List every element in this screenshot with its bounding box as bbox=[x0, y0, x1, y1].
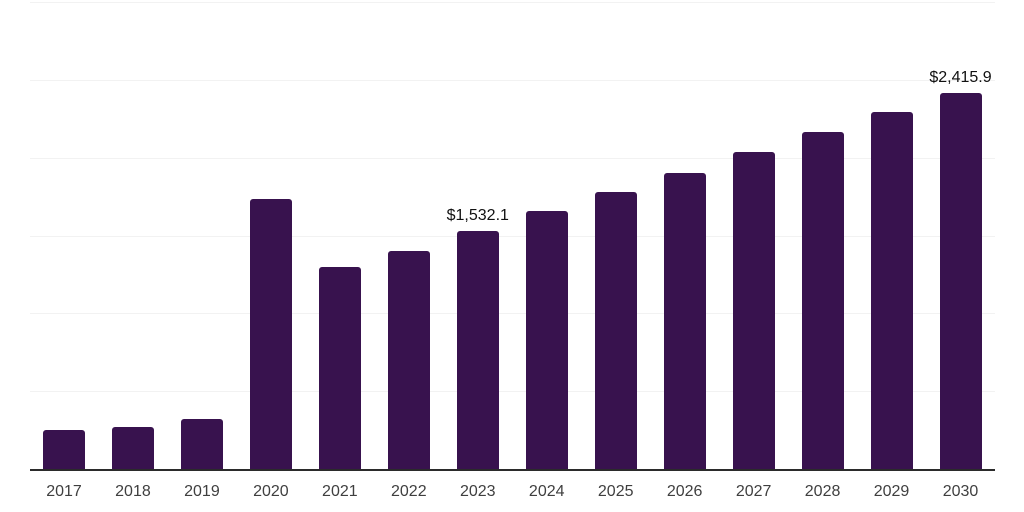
bar-value-label-2030: $2,415.9 bbox=[929, 68, 992, 86]
x-tick-label-2030: 2030 bbox=[942, 483, 979, 500]
x-tick-label-2021: 2021 bbox=[322, 483, 358, 500]
x-tick-label-2022: 2022 bbox=[391, 483, 427, 500]
bar-2020 bbox=[249, 198, 292, 469]
x-tick-label-2020: 2020 bbox=[253, 483, 289, 500]
bar-2017 bbox=[43, 430, 85, 469]
x-tick-label-2024: 2024 bbox=[528, 483, 565, 500]
gridline-2500 bbox=[30, 79, 995, 81]
bar-2025 bbox=[594, 191, 637, 469]
bar-2028 bbox=[801, 131, 844, 469]
x-axis-line bbox=[30, 469, 995, 471]
bar-2023 bbox=[456, 230, 499, 469]
x-tick-label-2018: 2018 bbox=[115, 483, 151, 500]
x-tick-label-2025: 2025 bbox=[597, 483, 634, 500]
x-tick-label-2027: 2027 bbox=[735, 483, 772, 500]
bar-2022 bbox=[387, 251, 430, 469]
gridline-3000 bbox=[30, 2, 995, 3]
gridline-1500 bbox=[30, 235, 995, 237]
bar-2018 bbox=[111, 426, 154, 469]
bar-value-label-2023: $1,532.1 bbox=[446, 206, 509, 224]
gridline-1000 bbox=[30, 313, 995, 315]
x-tick-label-2028: 2028 bbox=[804, 483, 841, 500]
x-tick-label-2017: 2017 bbox=[46, 483, 82, 500]
gridline-500 bbox=[30, 391, 995, 393]
x-tick-label-2026: 2026 bbox=[666, 483, 703, 500]
gridline-2000 bbox=[30, 157, 995, 159]
bar-2027 bbox=[732, 152, 775, 469]
x-tick-label-2023: 2023 bbox=[459, 483, 496, 500]
bar-2021 bbox=[318, 266, 361, 469]
bar-2026 bbox=[663, 173, 706, 469]
x-tick-label-2019: 2019 bbox=[184, 483, 220, 500]
bar-2024 bbox=[525, 211, 568, 469]
bar-2029 bbox=[870, 111, 913, 469]
bar-2030 bbox=[939, 92, 982, 469]
x-tick-label-2029: 2029 bbox=[873, 483, 910, 500]
bar-2019 bbox=[180, 419, 223, 469]
